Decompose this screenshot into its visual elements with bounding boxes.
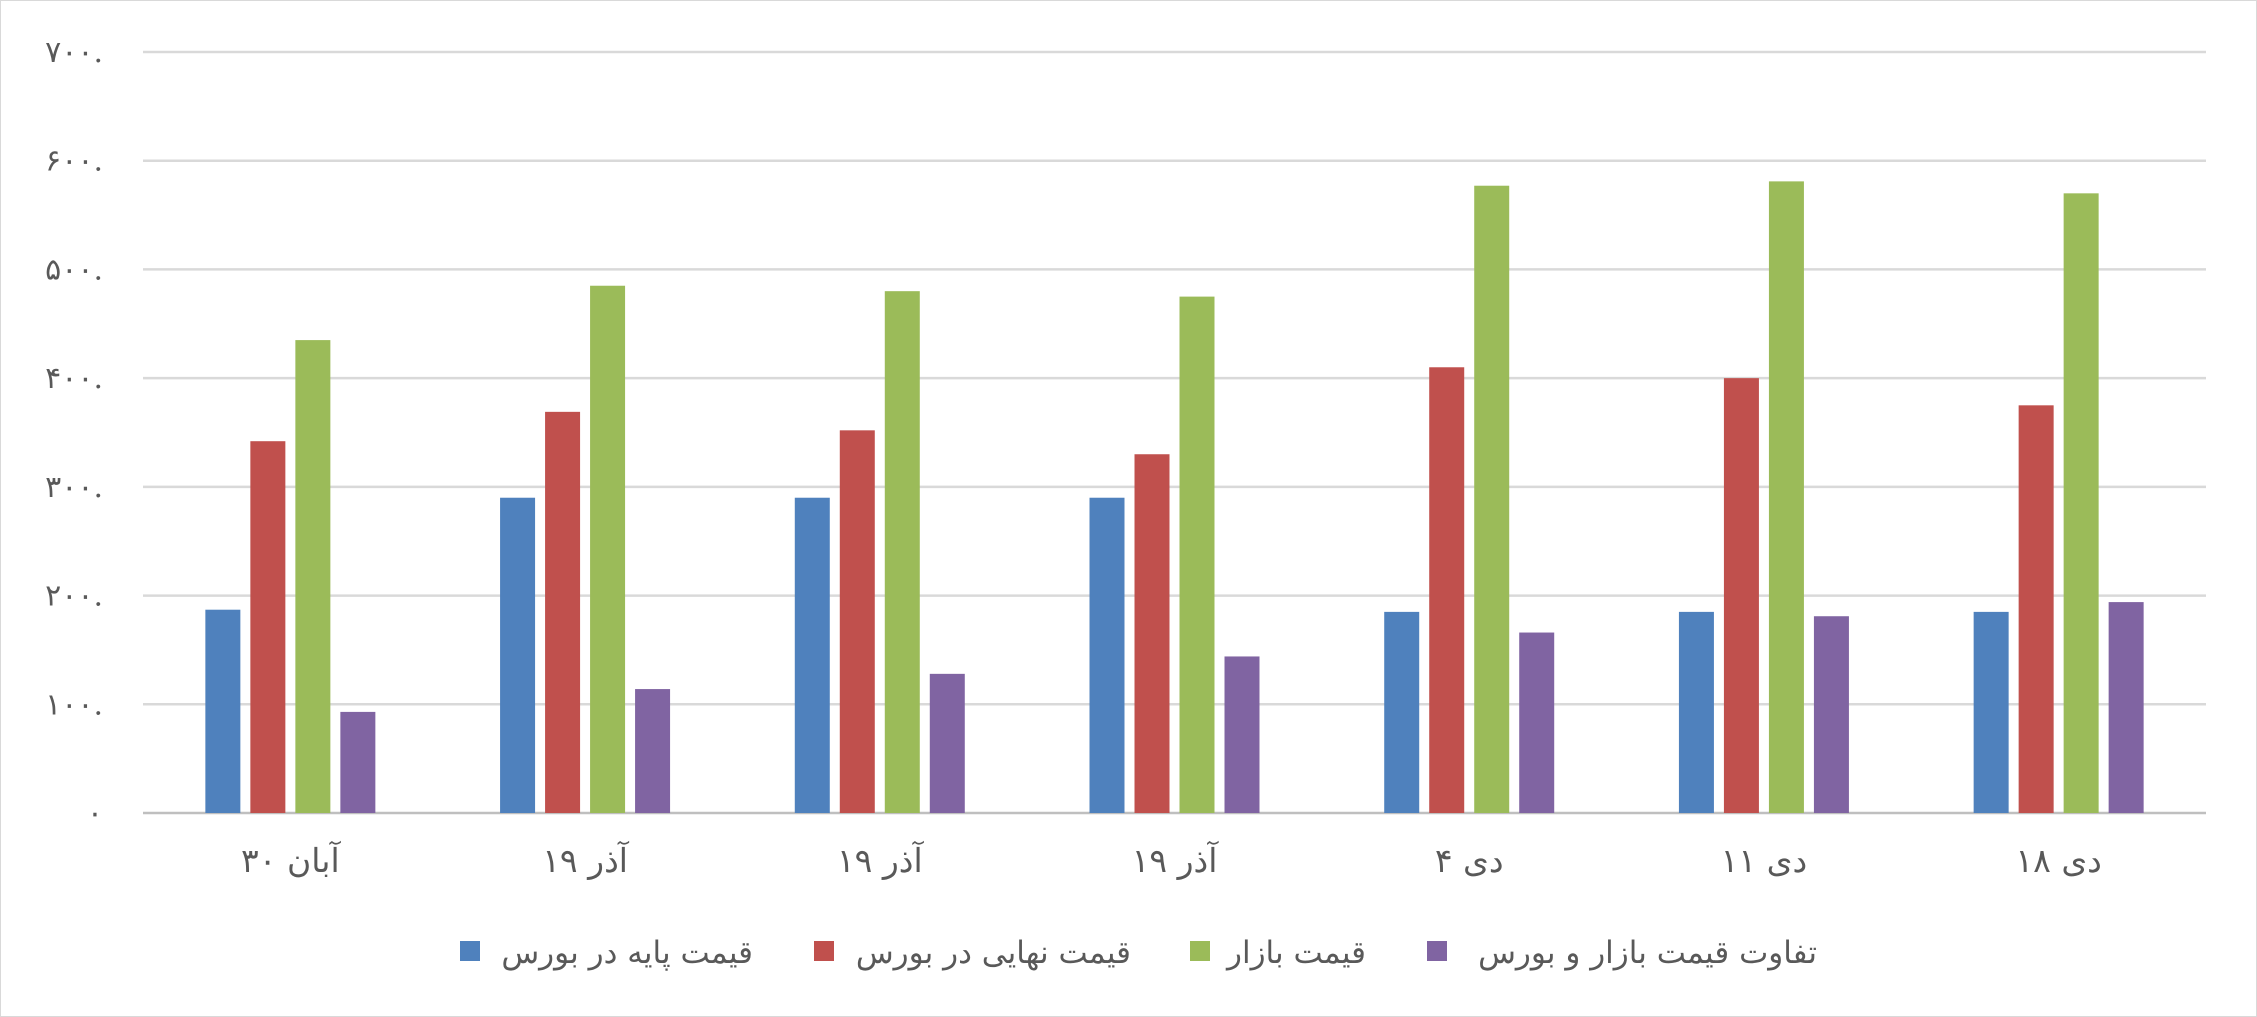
y-tick-label: ۶۰۰. <box>45 144 103 179</box>
bar-series-4 <box>1519 632 1555 813</box>
bar-series-1 <box>1089 497 1125 813</box>
bar-series-3 <box>1474 185 1510 813</box>
x-tick-label: ۱۸ دی <box>2015 841 2101 880</box>
bar-series-2 <box>1134 454 1170 813</box>
bar-series-3 <box>295 340 331 813</box>
bar-series-4 <box>2108 602 2144 813</box>
x-axis-ticks: ۳۰ آبان ۱۹ آذر ۱۹ آذر ۱۹ آذر ۴ دی ۱۱ دی ۱۸ دی <box>241 841 2102 881</box>
bar-series-4 <box>1813 616 1849 813</box>
bar-series-1 <box>1678 611 1714 813</box>
bar-series-3 <box>1179 296 1215 813</box>
legend-swatch <box>1427 941 1447 961</box>
bar-series-2 <box>250 441 286 813</box>
y-axis-ticks: ۰ ۱۰۰. ۲۰۰. ۳۰۰. ۴۰۰. ۵۰۰. ۶۰۰. ۷۰۰. <box>45 35 103 831</box>
bar-series-1 <box>1384 611 1420 813</box>
legend-label: قیمت نهایی در بورس <box>856 935 1131 971</box>
bar-series-4 <box>635 689 671 813</box>
bar-series-2 <box>1429 367 1465 813</box>
bar-series-2 <box>839 430 875 813</box>
x-tick-label: ۱۹ آذر <box>542 841 630 881</box>
legend-label: قیمت پایه در بورس <box>501 935 753 971</box>
x-tick-label: ۱۹ آذر <box>837 841 925 881</box>
legend-swatch <box>814 941 834 961</box>
x-tick-label: ۴ دی <box>1435 841 1504 880</box>
legend-swatch <box>1190 941 1210 961</box>
y-tick-label: ۴۰۰. <box>45 361 103 396</box>
bar-series-4 <box>1224 656 1260 813</box>
x-tick-label: ۱۱ دی <box>1721 841 1807 880</box>
x-tick-label: ۱۹ آذر <box>1132 841 1220 881</box>
bar-series-2 <box>2018 405 2054 813</box>
bar-series-2 <box>1723 378 1759 813</box>
bar-series-3 <box>2063 193 2099 814</box>
y-tick-label: ۱۰۰. <box>45 687 103 722</box>
y-tick-label: ۰ <box>87 796 103 831</box>
legend-label: قیمت بازار <box>1225 935 1366 971</box>
x-tick-label: ۳۰ آبان <box>241 841 341 880</box>
gridlines <box>143 50 2206 815</box>
legend-label: تفاوت قیمت بازار و بورس <box>1478 935 1817 971</box>
bar-series-1 <box>794 497 830 813</box>
bar-series-3 <box>590 285 626 813</box>
y-tick-label: ۲۰۰. <box>45 579 103 614</box>
legend: قیمت پایه در بورس قیمت نهایی در بورس قیمت … <box>460 935 1817 971</box>
y-tick-label: ۷۰۰. <box>45 35 103 70</box>
legend-swatch <box>460 941 480 961</box>
y-tick-label: ۵۰۰. <box>45 252 103 287</box>
bar-series-2 <box>545 411 581 813</box>
bar-series-1 <box>500 497 536 813</box>
bar-series-1 <box>205 609 241 813</box>
bar-series-4 <box>340 711 376 813</box>
bar-series-3 <box>884 291 920 814</box>
y-tick-label: ۳۰۰. <box>45 470 103 505</box>
bars <box>205 181 2144 814</box>
bar-series-1 <box>1973 611 2009 813</box>
bar-series-4 <box>929 673 965 813</box>
bar-series-3 <box>1768 181 1804 813</box>
